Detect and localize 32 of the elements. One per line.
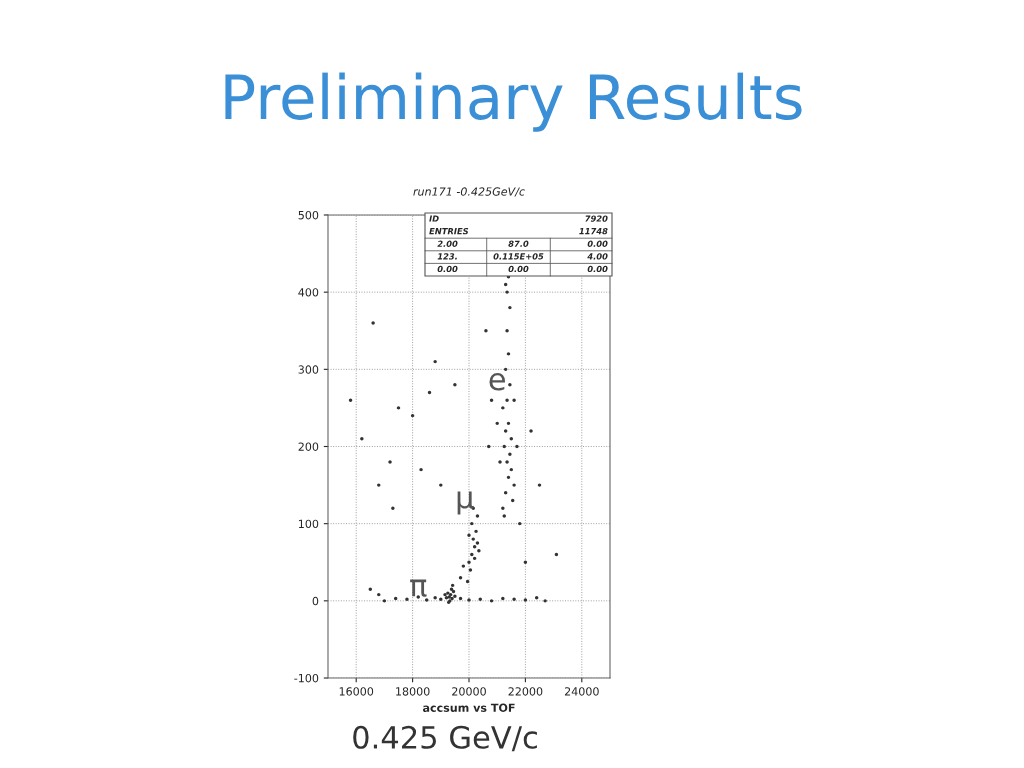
annotation: 7920 (585, 215, 608, 222)
y-tick-label: 500 (298, 210, 319, 220)
annotation: ID (429, 215, 439, 222)
x-tick-label: 24000 (564, 687, 599, 696)
x-tick-label: 22000 (508, 687, 543, 696)
y-tick-label: -100 (294, 673, 319, 683)
y-tick-label: 300 (298, 365, 319, 374)
annotation: 11748 (579, 228, 608, 235)
y-tick-label: 400 (298, 288, 319, 297)
annotation: 0.00 (587, 265, 608, 273)
text: 0.425 GeV/c (353, 725, 537, 752)
annotation: 123. (437, 253, 457, 260)
annotation: μ (457, 491, 474, 515)
annotation: 2.00 (437, 240, 458, 247)
chart-title: Preliminary Results (225, 72, 802, 132)
annotation: 0.00 (508, 265, 529, 273)
annotation: 87.0 (508, 240, 529, 247)
annotation: e (489, 373, 505, 391)
x-tick-label: 20000 (452, 687, 486, 696)
annotation: 0.115E+05 (493, 253, 544, 260)
chart-subtitle: run171 -0.425GeV/c (413, 187, 525, 197)
annotation: π (410, 579, 427, 597)
x-axis-title: accsum vs TOF (422, 703, 515, 712)
annotation: 4.00 (587, 253, 608, 260)
annotation: 0.00 (437, 265, 458, 273)
y-tick-label: 100 (298, 519, 319, 529)
y-tick-label: 200 (298, 442, 319, 451)
annotation: ENTRIES (429, 228, 469, 235)
y-tick-label: 0 (312, 596, 319, 606)
x-tick-label: 16000 (339, 687, 374, 696)
annotation: 0.00 (587, 240, 608, 247)
x-tick-label: 18000 (396, 687, 430, 696)
